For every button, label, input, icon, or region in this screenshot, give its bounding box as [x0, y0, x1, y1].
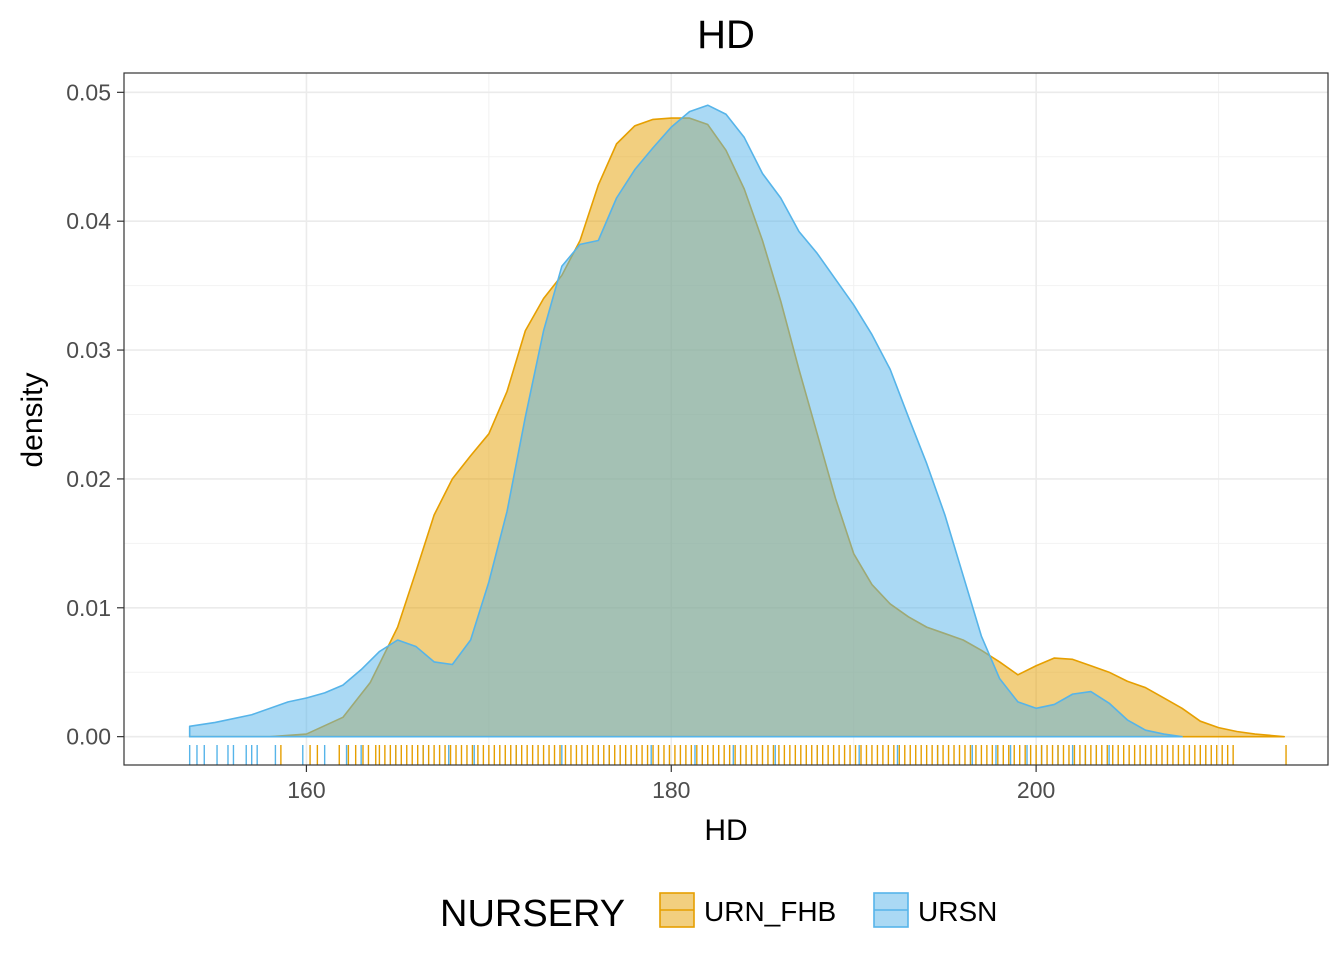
x-axis-title: HD — [704, 814, 747, 847]
y-tick-label: 0.02 — [66, 466, 111, 492]
y-tick-label: 0.05 — [66, 79, 111, 105]
y-tick-label: 0.04 — [66, 208, 111, 234]
x-axis-ticks: 160 180 200 — [287, 765, 1055, 803]
x-tick-label: 180 — [652, 777, 690, 803]
x-tick-label: 160 — [287, 777, 325, 803]
plot-panel-border — [123, 72, 1329, 766]
y-tick-label: 0.00 — [66, 724, 111, 750]
y-tick-label: 0.01 — [66, 595, 111, 621]
x-tick-label: 200 — [1017, 777, 1055, 803]
y-axis-ticks: 0.00 0.01 0.02 0.03 0.04 0.05 — [66, 79, 124, 750]
density-areas — [188, 104, 1286, 738]
y-tick-label: 0.03 — [66, 337, 111, 363]
legend: NURSERY URN_FHB URSN — [440, 892, 997, 935]
chart-title: HD — [697, 13, 755, 57]
density-area-ursn — [188, 104, 1183, 738]
y-axis-title: density — [16, 372, 49, 467]
legend-label-urn-fhb: URN_FHB — [704, 896, 836, 927]
legend-title: NURSERY — [440, 893, 625, 935]
legend-label-ursn: URSN — [918, 896, 997, 927]
rug-marks — [188, 745, 1287, 765]
